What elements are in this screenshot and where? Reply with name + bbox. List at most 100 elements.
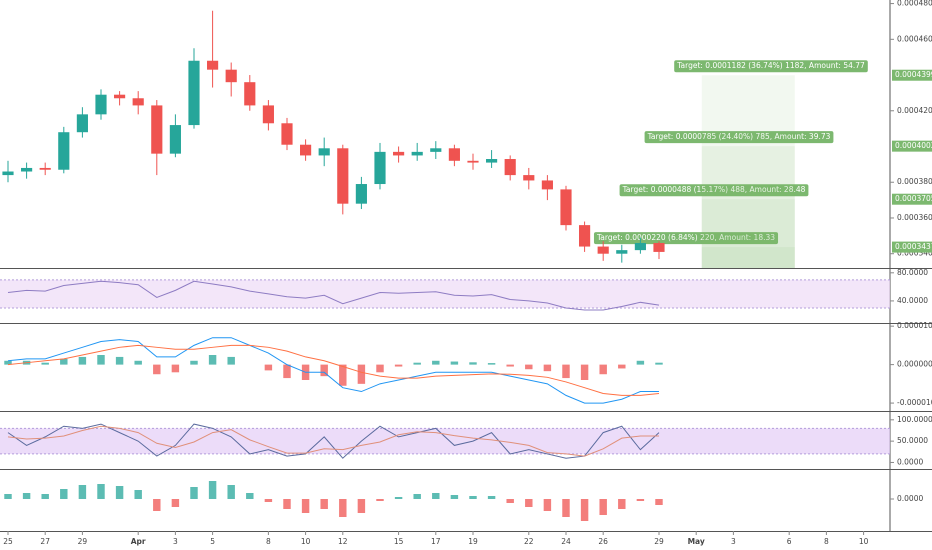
candle-body [560, 189, 572, 226]
y-tick-label: 0.0000000 [897, 360, 932, 369]
histogram-bar [78, 356, 87, 365]
x-tick-label: 29 [78, 537, 88, 546]
target-label: Target: 0.0001182 (36.74%) 1182, Amount:… [676, 61, 865, 70]
target-zone [701, 75, 795, 269]
histogram-bar [190, 360, 198, 365]
histogram-bar [320, 499, 328, 509]
x-tick-label: 10 [301, 537, 311, 546]
y-tick-label: 40.0000 [897, 296, 928, 305]
candle-body [504, 159, 516, 176]
histogram-bar [190, 487, 198, 499]
x-tick-label: 3 [731, 537, 736, 546]
histogram-bar [41, 494, 49, 499]
histogram-bar [413, 362, 421, 365]
candle-body [169, 125, 181, 154]
candle-body [207, 60, 219, 70]
x-tick-label: 27 [40, 537, 50, 546]
histogram-bar [264, 364, 273, 371]
x-tick-label: 22 [524, 537, 534, 546]
histogram-bar [339, 364, 347, 386]
candle-body [393, 151, 405, 156]
target-label: Target: 0.0000785 (24.40%) 785, Amount: … [647, 132, 831, 141]
target-zone [701, 247, 795, 268]
histogram-bar [41, 362, 49, 365]
histogram-bar [134, 490, 142, 499]
candle-body [95, 94, 107, 115]
target-zone [701, 146, 795, 268]
candle-body [21, 167, 33, 172]
histogram-bar [469, 362, 477, 365]
histogram-bar [432, 360, 440, 365]
histogram-bar [357, 364, 366, 384]
candle-body [523, 175, 535, 181]
price-badge-label: 0.0004002 [895, 141, 932, 150]
histogram-bar [525, 364, 533, 370]
histogram-bar [153, 364, 161, 375]
histogram-bar [264, 499, 273, 502]
candle-body [281, 123, 293, 145]
x-tick-label: 12 [338, 537, 348, 546]
x-tick-label: 15 [394, 537, 404, 546]
histogram-bar [283, 364, 291, 379]
price-badge [892, 69, 932, 81]
x-tick-label: 8 [824, 537, 829, 546]
histogram-bar [543, 364, 552, 372]
candle-body [579, 225, 591, 247]
price-badge-label: 0.0003437 [895, 242, 932, 251]
histogram-bar [4, 360, 12, 365]
x-tick-label: 29 [654, 537, 664, 546]
histogram-bar [97, 355, 105, 365]
x-tick-label: May [688, 537, 705, 546]
x-tick-label: 19 [468, 537, 478, 546]
histogram-bar [618, 364, 626, 369]
candle-body [39, 167, 51, 170]
histogram-bar [394, 497, 403, 499]
x-tick-label: Apr [131, 537, 146, 546]
histogram-bar [450, 495, 459, 499]
price-badge-label: 0.0003705 [895, 194, 932, 203]
y-tick-label: 0.0000 [897, 457, 923, 466]
histogram-bar [543, 499, 552, 511]
price-badge [892, 193, 932, 205]
candle-body [486, 159, 498, 163]
candle-body [337, 148, 349, 204]
histogram-bar [469, 496, 477, 499]
histogram-bar [227, 356, 235, 365]
candle-body [132, 98, 144, 106]
histogram-bar [599, 499, 607, 515]
histogram-bar [599, 364, 607, 375]
candle-body [244, 82, 256, 106]
candle-body [76, 114, 88, 133]
candle-body [262, 105, 274, 124]
x-tick-label: 24 [561, 537, 571, 546]
histogram-bar [4, 494, 12, 499]
histogram-bar [339, 499, 347, 517]
candle-body [616, 250, 628, 254]
histogram-bar [22, 493, 31, 499]
histogram-bar [580, 499, 589, 521]
histogram-bar [171, 364, 180, 373]
candle-body [467, 160, 479, 163]
indicator-line [7, 425, 659, 457]
histogram-bar [357, 499, 366, 513]
histogram-bar [636, 360, 645, 365]
histogram-bar [153, 499, 161, 511]
target-label: Target: 0.0000220 (6.84%) 220, Amount: 1… [596, 233, 775, 242]
histogram-bar [134, 360, 142, 365]
candle-body [541, 180, 553, 190]
histogram-bar [246, 493, 254, 499]
candle-body [2, 171, 14, 176]
histogram-bar [450, 361, 459, 365]
candle-body [300, 144, 312, 156]
x-tick-label: 25 [3, 537, 13, 546]
candle-body [634, 242, 646, 251]
candle-body [411, 151, 423, 156]
histogram-bar [506, 364, 514, 367]
histogram-bar [376, 364, 384, 373]
